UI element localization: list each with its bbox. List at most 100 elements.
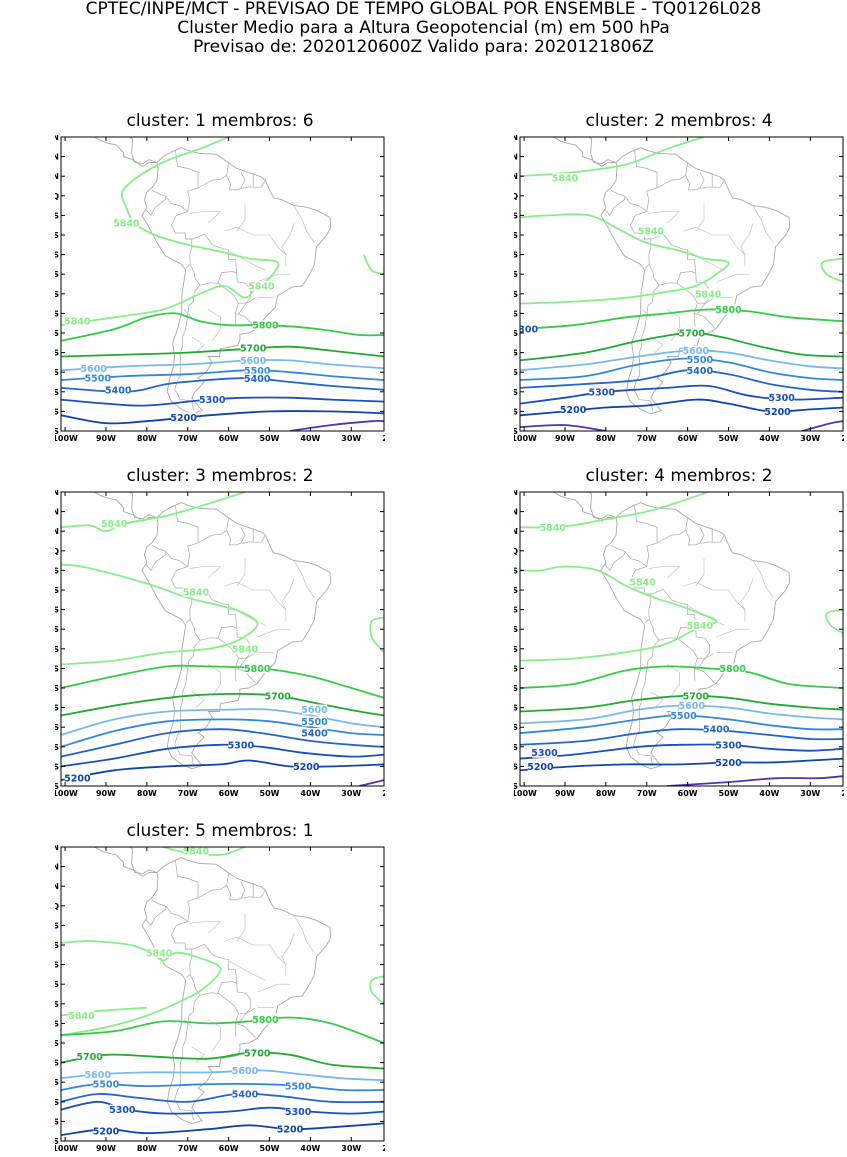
contour-label-bg	[113, 218, 140, 229]
contour-label: 5840	[64, 317, 91, 328]
state-border	[269, 589, 287, 622]
lat-tick-label: 15N	[55, 845, 59, 852]
contour-label: 5300	[768, 393, 795, 404]
contour-label-bg	[240, 355, 266, 366]
contour-5300	[520, 743, 843, 760]
country-border	[237, 298, 256, 329]
state-border	[207, 921, 221, 934]
contour-5400	[520, 728, 843, 746]
contour-5200	[61, 410, 384, 425]
panel-title: cluster: 2 membros: 4	[585, 111, 773, 131]
contour-label: 5840	[638, 227, 665, 238]
state-border	[189, 566, 221, 569]
lat-tick-label: 15S	[514, 251, 518, 260]
contour-label: 5200	[170, 413, 197, 424]
lon-tick-label: 90W	[96, 789, 116, 798]
central-america-coast	[93, 492, 158, 522]
lon-tick-label: 40W	[300, 1144, 320, 1153]
contour-label: 5500	[301, 717, 328, 728]
lon-tick-label: 100W	[514, 434, 537, 443]
lon-tick-label: 80W	[596, 434, 616, 443]
contour-5700	[61, 1051, 384, 1070]
country-border	[699, 172, 705, 189]
lat-tick-label: 25S	[514, 645, 518, 654]
lat-tick-label: 40S	[55, 704, 59, 713]
state-border	[189, 211, 221, 214]
contour-label: 5400	[687, 366, 714, 377]
lon-tick-label: 20W	[382, 789, 385, 798]
contour-label-bg	[81, 363, 107, 374]
map-panel-cluster-1: cluster: 1 membros: 6 5840 5840 5840 5800 57…	[55, 111, 385, 443]
lon-tick-label: 30W	[341, 1144, 361, 1153]
contour-5840	[61, 137, 280, 327]
state-border	[667, 664, 680, 696]
state-border	[648, 211, 680, 214]
contour-5400	[61, 1092, 384, 1104]
country-border	[633, 639, 660, 766]
map-panel-cluster-5: cluster: 5 membros: 1 5840 5840 5840 5800 57…	[55, 821, 385, 1153]
contour-label-bg	[244, 1047, 270, 1058]
lat-tick-label: 5S	[514, 566, 518, 575]
country-border	[633, 284, 660, 411]
lat-tick-label: 45S	[55, 723, 59, 732]
contour-label: 5700	[678, 329, 705, 340]
contour-label-bg	[171, 412, 197, 423]
lon-tick-label: 60W	[219, 789, 239, 798]
contour-label: 5200	[277, 1125, 304, 1136]
central-america-coast	[552, 492, 617, 522]
contour-label: 5600	[683, 346, 710, 357]
lon-tick-label: 70W	[178, 1144, 198, 1153]
contour-label: 5800	[252, 321, 279, 332]
lat-tick-label: 40S	[514, 704, 518, 713]
lon-tick-label: 100W	[55, 1144, 78, 1153]
contour-5840	[369, 616, 384, 654]
contour-label: 5300	[199, 395, 226, 406]
country-border	[165, 196, 193, 269]
contour-5200	[61, 759, 384, 781]
state-border	[293, 560, 315, 598]
lat-tick-label: 10N	[55, 153, 59, 162]
country-border	[236, 273, 252, 298]
contour-label-bg	[232, 1088, 258, 1099]
lat-tick-label: EQ	[55, 547, 59, 556]
country-border	[240, 527, 246, 544]
contour-label-bg	[679, 700, 705, 711]
contour-label-bg	[687, 354, 713, 365]
country-border	[685, 530, 725, 546]
lat-tick-label: 60S	[55, 1137, 59, 1146]
country-border	[604, 544, 626, 572]
contour-label: 5700	[683, 691, 710, 702]
country-border	[644, 233, 697, 274]
lon-tick-label: 50W	[719, 789, 739, 798]
contour-5840	[520, 137, 705, 178]
state-border	[281, 578, 295, 610]
lat-tick-label: 10S	[514, 586, 518, 595]
lat-tick-label: 5S	[55, 566, 59, 575]
state-border	[228, 960, 266, 981]
contour-label: 5840	[68, 1011, 95, 1022]
state-border	[293, 205, 315, 243]
contour-label-bg	[520, 324, 538, 335]
country-border	[237, 653, 256, 684]
contour-label: 5600	[240, 356, 267, 367]
state-border	[224, 581, 270, 591]
lon-tick-label: 70W	[637, 434, 657, 443]
lat-tick-label: 5N	[514, 527, 518, 536]
country-border	[234, 1023, 239, 1037]
contour-label-bg	[101, 518, 127, 529]
lon-tick-label: 20W	[382, 434, 385, 443]
contour-label-bg	[683, 690, 709, 701]
state-border	[650, 336, 664, 353]
lat-tick-label: 55S	[55, 407, 59, 416]
contour-5800	[520, 665, 843, 689]
map-panel-cluster-2: cluster: 2 membros: 4 5840 5840 5840 5800 57…	[514, 111, 844, 443]
contour-label-bg	[540, 522, 566, 533]
country-border	[648, 264, 696, 286]
state-border	[257, 628, 290, 638]
contour-label-bg	[105, 384, 131, 395]
contour-low	[801, 420, 843, 431]
contour-label: 5600	[678, 701, 705, 712]
country-border	[174, 994, 201, 1121]
contour-label-bg	[109, 1104, 135, 1115]
